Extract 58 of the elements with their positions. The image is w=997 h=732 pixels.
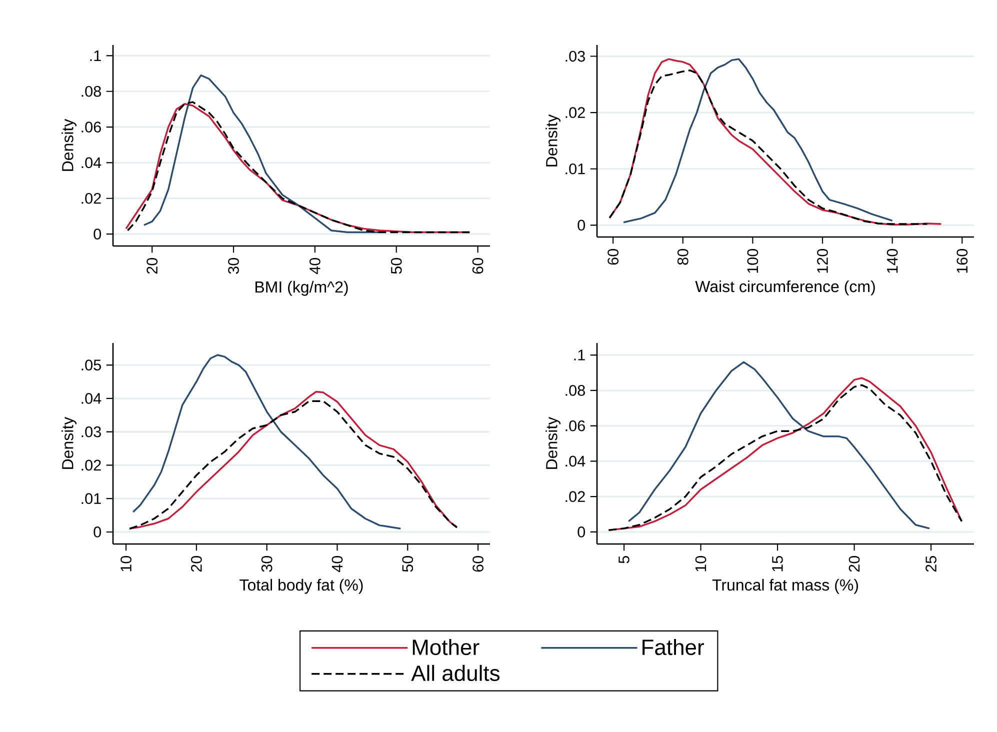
x-tick-label: 20 (191, 556, 202, 572)
y-axis-title: Density (62, 416, 76, 469)
y-tick-label: .06 (82, 122, 101, 132)
y-tick-label: .1 (90, 50, 101, 61)
y-tick-label: .03 (82, 426, 101, 438)
x-tick-label: 100 (747, 248, 758, 273)
line-series (132, 354, 402, 530)
y-axis-title: Density (546, 114, 560, 166)
y-axis-title: Density (546, 416, 560, 469)
x-tick-label: 140 (886, 248, 898, 273)
y-tick-label: 0 (94, 526, 102, 538)
x-tick-label: 40 (332, 556, 343, 572)
x-tick-label: 20 (848, 556, 860, 572)
y-axis-title: Density (62, 118, 76, 171)
y-tick-label: .05 (82, 360, 101, 370)
line-series (622, 58, 894, 224)
y-tick-label: .1 (574, 350, 585, 360)
x-tick-label: 20 (146, 258, 158, 274)
y-tick-label: .02 (82, 460, 101, 471)
x-axis-title: Truncal fat mass (%) (712, 578, 858, 594)
x-tick-label: 50 (390, 258, 402, 274)
line-series (628, 361, 930, 530)
legend-label: All adults (411, 664, 500, 682)
y-tick-label: .01 (82, 493, 101, 504)
x-tick-label: 120 (817, 248, 828, 273)
x-tick-label: 160 (956, 248, 968, 273)
legend-label: Mother (412, 638, 480, 656)
x-tick-label: 60 (608, 248, 618, 265)
x-tick-label: 30 (228, 258, 239, 274)
x-tick-label: 25 (926, 556, 936, 572)
y-tick-label: .03 (566, 50, 585, 62)
x-tick-label: 15 (772, 556, 783, 572)
y-tick-label: .02 (566, 107, 585, 118)
x-tick-label: 5 (618, 556, 630, 564)
x-axis-title: Total body fat (%) (240, 578, 363, 594)
x-tick-label: 10 (120, 556, 132, 572)
legend-label: Father (642, 638, 704, 656)
x-tick-label: 80 (677, 248, 688, 265)
y-tick-label: .04 (82, 157, 102, 168)
x-tick-label: 10 (695, 556, 706, 572)
x-axis-title: Waist circumference (cm) (695, 280, 875, 296)
y-tick-label: .02 (82, 192, 101, 204)
y-tick-label: .06 (566, 420, 585, 432)
x-tick-label: 40 (310, 258, 320, 274)
y-tick-label: 0 (578, 526, 586, 538)
y-tick-label: 0 (94, 228, 102, 240)
x-tick-label: 30 (261, 556, 272, 572)
y-tick-label: .04 (566, 456, 586, 467)
y-tick-label: .02 (566, 491, 585, 502)
x-axis-title: BMI (kg/m^2) (256, 280, 348, 296)
y-tick-label: .08 (82, 86, 101, 97)
y-tick-label: .08 (566, 384, 585, 396)
y-tick-label: .04 (82, 393, 102, 404)
x-tick-label: 50 (402, 556, 414, 572)
y-tick-label: .01 (566, 163, 585, 174)
y-tick-label: 0 (578, 220, 586, 231)
x-tick-label: 60 (472, 556, 484, 572)
x-tick-label: 60 (472, 258, 484, 274)
